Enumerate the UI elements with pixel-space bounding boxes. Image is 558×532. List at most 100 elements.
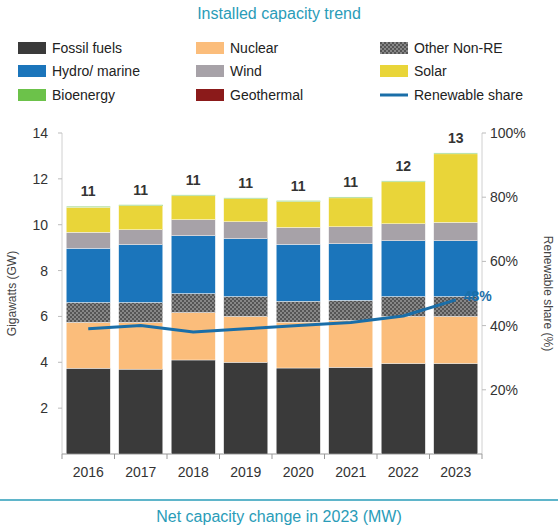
x-tick — [167, 454, 168, 459]
legend-swatch — [196, 65, 224, 77]
bar-segment — [276, 200, 320, 201]
bar-segment — [119, 369, 163, 454]
x-tick-label: 2023 — [440, 464, 471, 480]
bar-segment — [119, 245, 163, 303]
y2-tick — [482, 133, 486, 134]
bar-segment — [381, 180, 425, 182]
x-tick — [377, 454, 378, 459]
bar-segment — [329, 196, 373, 198]
bar-segment — [224, 296, 268, 316]
legend-swatch — [380, 42, 408, 54]
total-label: 11 — [291, 178, 306, 194]
bar-segment — [329, 227, 373, 244]
y2-tick-label: 20% — [490, 382, 518, 398]
subtitle: Net capacity change in 2023 (MW) — [156, 508, 401, 525]
bar-segment — [66, 206, 110, 208]
y2-tick — [482, 325, 486, 326]
y-tick — [58, 362, 62, 363]
plot-area — [66, 153, 478, 454]
y-axis-title: Gigawatts (GW) — [5, 251, 19, 336]
legend-label: Wind — [230, 63, 262, 79]
bar-segment — [224, 199, 268, 222]
bar-segment — [276, 202, 320, 228]
bar-segment — [66, 302, 110, 322]
legend-label: Solar — [414, 63, 447, 79]
title: Installed capacity trend — [197, 5, 361, 22]
legend-label: Fossil fuels — [52, 40, 122, 56]
bar-segment — [119, 206, 163, 230]
bar-segment — [381, 363, 425, 454]
legend-item: Wind — [196, 63, 262, 79]
bar-segment — [381, 316, 425, 363]
y2-tick-label: 60% — [490, 253, 518, 269]
legend-swatch — [18, 89, 46, 101]
bar-segment — [66, 248, 110, 302]
legend-item: Nuclear — [196, 40, 279, 56]
legend-swatch — [196, 89, 224, 101]
legend-label: Hydro/ marine — [52, 63, 140, 79]
separator — [0, 499, 558, 501]
bar-segment — [171, 360, 215, 454]
bar-segment — [276, 244, 320, 301]
bar-segment — [276, 301, 320, 322]
y-tick-label: 4 — [40, 354, 48, 370]
y2-tick — [482, 197, 486, 198]
bar-segment — [434, 316, 478, 363]
y2-tick — [482, 389, 486, 390]
legend-label: Other Non-RE — [414, 40, 503, 56]
total-label: 11 — [343, 174, 358, 190]
bar-segment — [381, 224, 425, 241]
bar-segment — [119, 204, 163, 205]
bar-segment — [66, 206, 110, 207]
bar-segment — [66, 368, 110, 454]
bar-segment — [171, 194, 215, 196]
bar-segment — [276, 227, 320, 244]
bar-segment — [171, 313, 215, 360]
bar-segment — [224, 197, 268, 199]
bar-segment — [171, 294, 215, 313]
legend-item: Hydro/ marine — [18, 63, 140, 79]
bar-segment — [224, 362, 268, 454]
bar-segment — [276, 200, 320, 202]
y-axis — [62, 133, 63, 454]
x-tick-label: 2017 — [125, 464, 156, 480]
legend-item: Solar — [380, 63, 447, 79]
y-tick-label: 2 — [40, 400, 48, 416]
total-label: 12 — [395, 158, 411, 174]
y-tick-label: 6 — [40, 308, 48, 324]
x-tick-label: 2020 — [283, 464, 314, 480]
bar-segment — [434, 154, 478, 223]
x-tick-label: 2016 — [73, 464, 104, 480]
y2-tick-label: 100% — [490, 125, 526, 141]
x-tick-label: 2018 — [178, 464, 209, 480]
total-label: 13 — [448, 130, 464, 146]
y2-tick-label: 40% — [490, 318, 518, 334]
bar-segment — [329, 367, 373, 454]
x-tick-label: 2022 — [388, 464, 419, 480]
x-tick — [272, 454, 273, 459]
bar-segment — [276, 322, 320, 368]
legend-swatch — [18, 65, 46, 77]
bar-segment — [119, 204, 163, 206]
total-label: 11 — [81, 183, 96, 199]
y-tick-label: 12 — [32, 171, 48, 187]
y-tick-label: 14 — [32, 125, 48, 141]
bar-segment — [224, 197, 268, 198]
legend-label: Renewable share — [414, 87, 523, 103]
legend-item: Geothermal — [196, 87, 303, 103]
y2-tick — [482, 261, 486, 262]
legend-swatch — [196, 42, 224, 54]
x-tick — [482, 454, 483, 459]
y-tick — [58, 178, 62, 179]
total-label: 11 — [133, 182, 148, 198]
data-label: 48% — [464, 288, 493, 304]
x-tick — [219, 454, 220, 459]
bar-segment — [66, 207, 110, 232]
bar-segment — [329, 198, 373, 227]
bar-segment — [434, 363, 478, 454]
total-label: 11 — [186, 172, 201, 188]
y-tick — [58, 224, 62, 225]
chart: Installed capacity trend Fossil fuels Nucl… — [0, 0, 558, 532]
bar-segment — [171, 196, 215, 220]
y-tick — [58, 316, 62, 317]
